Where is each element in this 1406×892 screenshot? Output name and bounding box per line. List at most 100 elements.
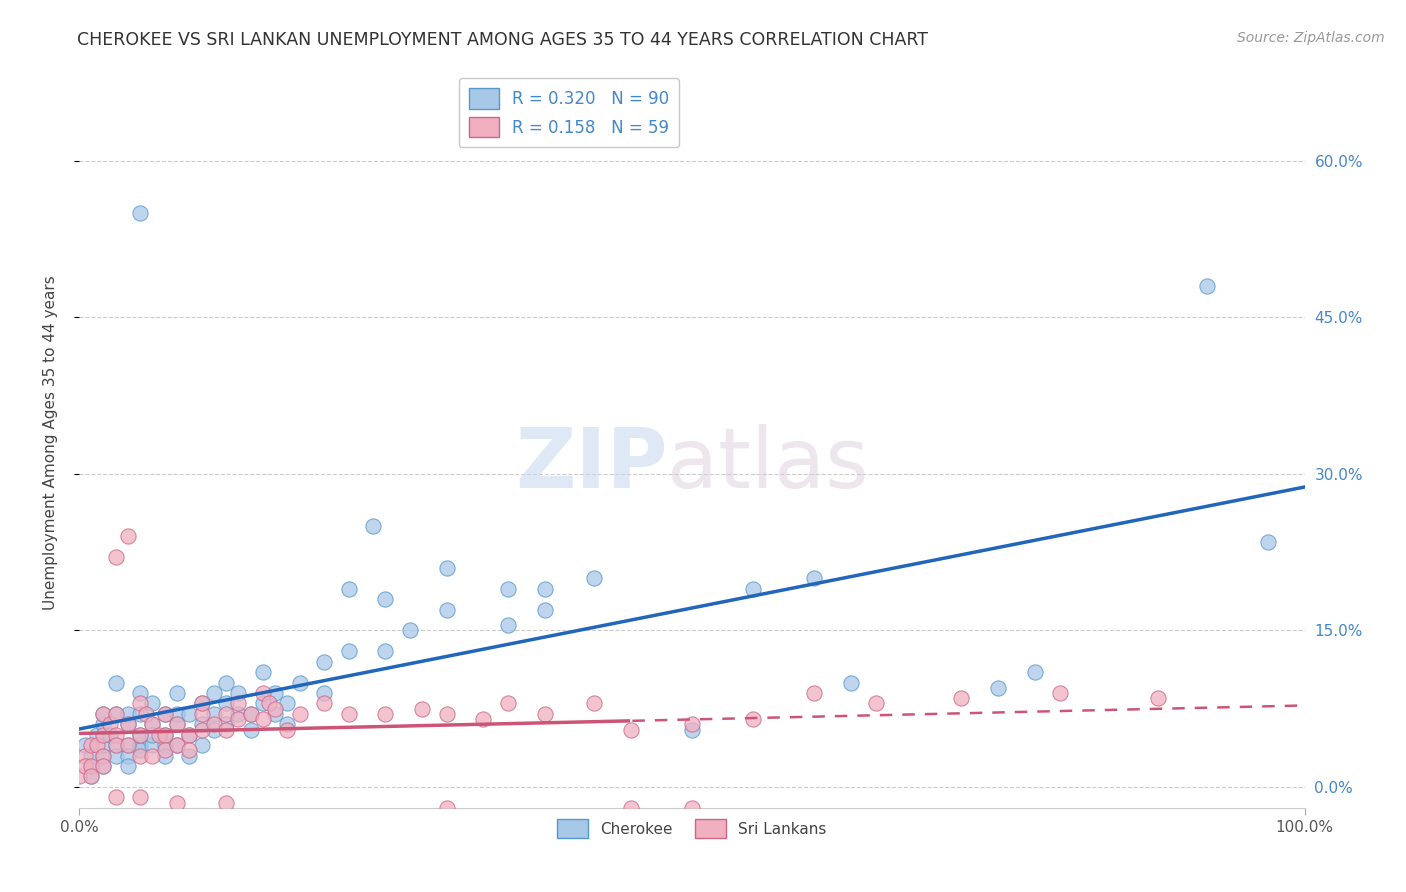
Point xyxy=(93,728,115,742)
Point xyxy=(129,738,152,752)
Point xyxy=(117,529,139,543)
Point xyxy=(533,582,555,596)
Point xyxy=(374,706,396,721)
Point xyxy=(129,706,152,721)
Point xyxy=(75,759,97,773)
Point xyxy=(337,644,360,658)
Point xyxy=(86,728,108,742)
Point xyxy=(117,738,139,752)
Point xyxy=(533,706,555,721)
Point xyxy=(166,686,188,700)
Point xyxy=(129,697,152,711)
Point xyxy=(67,769,90,783)
Point xyxy=(252,686,274,700)
Point xyxy=(75,738,97,752)
Point xyxy=(117,748,139,763)
Point xyxy=(742,582,765,596)
Point xyxy=(117,738,139,752)
Point xyxy=(129,743,152,757)
Point xyxy=(436,801,458,815)
Point xyxy=(80,748,103,763)
Point xyxy=(215,675,238,690)
Point xyxy=(98,728,121,742)
Point xyxy=(288,706,311,721)
Point xyxy=(179,728,201,742)
Point xyxy=(314,686,336,700)
Point xyxy=(93,748,115,763)
Point xyxy=(80,759,103,773)
Point xyxy=(533,602,555,616)
Point xyxy=(179,728,201,742)
Point xyxy=(129,790,152,805)
Point xyxy=(93,748,115,763)
Point xyxy=(153,706,176,721)
Point xyxy=(496,582,519,596)
Text: atlas: atlas xyxy=(668,424,869,505)
Point xyxy=(374,644,396,658)
Point xyxy=(190,738,212,752)
Point xyxy=(117,706,139,721)
Point xyxy=(104,675,127,690)
Point xyxy=(80,738,103,752)
Point xyxy=(276,717,298,731)
Point xyxy=(202,686,225,700)
Y-axis label: Unemployment Among Ages 35 to 44 years: Unemployment Among Ages 35 to 44 years xyxy=(44,276,58,610)
Point xyxy=(264,706,287,721)
Point xyxy=(1146,691,1168,706)
Point xyxy=(215,697,238,711)
Point xyxy=(215,717,238,731)
Point xyxy=(314,655,336,669)
Point xyxy=(681,801,703,815)
Point xyxy=(166,738,188,752)
Point xyxy=(681,717,703,731)
Point xyxy=(166,738,188,752)
Point xyxy=(153,728,176,742)
Point xyxy=(141,697,163,711)
Point xyxy=(129,728,152,742)
Point xyxy=(619,723,641,737)
Point xyxy=(117,717,139,731)
Point xyxy=(117,717,139,731)
Point xyxy=(252,665,274,679)
Point xyxy=(86,738,108,752)
Point xyxy=(190,723,212,737)
Point xyxy=(129,728,152,742)
Point xyxy=(80,759,103,773)
Point xyxy=(264,701,287,715)
Point xyxy=(141,717,163,731)
Legend: Cherokee, Sri Lankans: Cherokee, Sri Lankans xyxy=(551,814,832,844)
Point xyxy=(117,759,139,773)
Point xyxy=(681,723,703,737)
Point xyxy=(399,624,422,638)
Point xyxy=(314,697,336,711)
Point xyxy=(472,712,495,726)
Point xyxy=(80,769,103,783)
Point xyxy=(129,206,152,220)
Text: ZIP: ZIP xyxy=(515,424,668,505)
Point xyxy=(153,706,176,721)
Point xyxy=(803,571,825,585)
Point xyxy=(742,712,765,726)
Point xyxy=(496,697,519,711)
Point xyxy=(166,717,188,731)
Point xyxy=(179,743,201,757)
Point xyxy=(1257,534,1279,549)
Point xyxy=(1024,665,1046,679)
Point xyxy=(179,706,201,721)
Point xyxy=(80,769,103,783)
Point xyxy=(1049,686,1071,700)
Point xyxy=(226,686,249,700)
Point xyxy=(411,701,433,715)
Point xyxy=(264,686,287,700)
Point xyxy=(153,748,176,763)
Point xyxy=(190,697,212,711)
Point xyxy=(239,723,262,737)
Point xyxy=(582,571,605,585)
Point xyxy=(374,592,396,607)
Point xyxy=(98,717,121,731)
Point xyxy=(202,717,225,731)
Point xyxy=(257,697,280,711)
Point xyxy=(148,728,170,742)
Point xyxy=(436,561,458,575)
Point xyxy=(215,796,238,810)
